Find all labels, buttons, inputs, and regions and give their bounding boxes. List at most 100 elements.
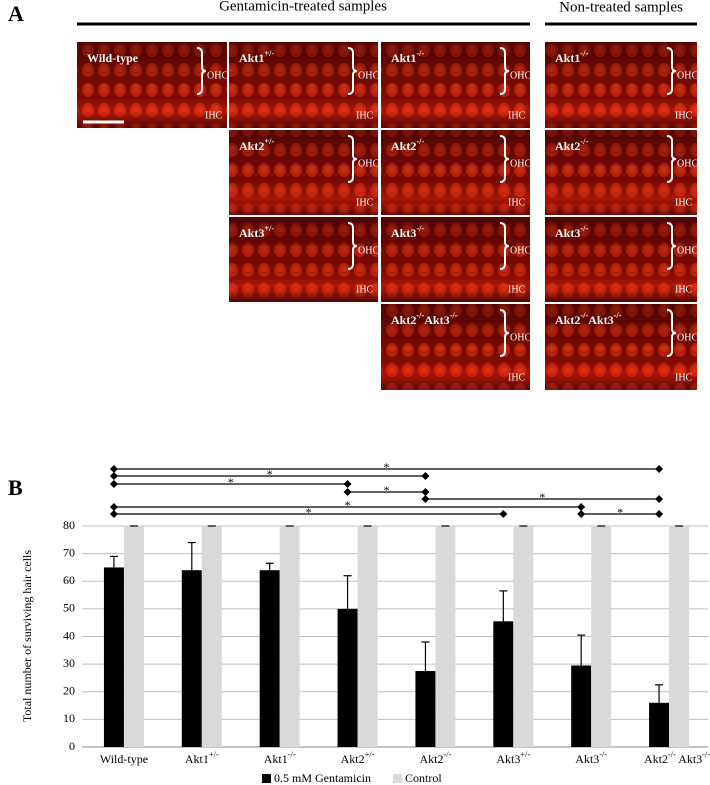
ihc-label: IHC bbox=[675, 372, 693, 383]
x-tick-label: Wild-type bbox=[100, 752, 148, 766]
y-axis-label: Total number of surviving hair cells bbox=[20, 550, 34, 722]
significance-end bbox=[655, 465, 664, 473]
ohc-bracket bbox=[347, 47, 358, 95]
ihc-label: IHC bbox=[205, 110, 223, 121]
y-tick-label: 0 bbox=[69, 739, 75, 753]
ohc-bracket bbox=[666, 135, 677, 183]
genotype-label: Akt2-/- bbox=[391, 137, 424, 153]
significance-end bbox=[655, 510, 664, 518]
significance-end bbox=[109, 510, 118, 518]
genotype-label: Akt2-/- bbox=[555, 137, 588, 153]
bar bbox=[435, 526, 456, 747]
ohc-label: OHC bbox=[677, 245, 698, 256]
y-tick-label: 80 bbox=[63, 518, 75, 532]
significance-end bbox=[421, 495, 430, 503]
y-tick-label: 30 bbox=[63, 656, 75, 670]
y-tick-label: 50 bbox=[63, 601, 75, 615]
x-tick-label: Akt2-/- bbox=[419, 750, 451, 766]
ohc-label: OHC bbox=[677, 332, 698, 343]
significance-end bbox=[499, 510, 508, 518]
ihc-label: IHC bbox=[356, 197, 374, 208]
bar bbox=[279, 526, 300, 747]
ihc-label: IHC bbox=[508, 284, 526, 295]
ohc-bracket bbox=[196, 47, 207, 95]
x-tick-label: Akt3-/- bbox=[575, 750, 607, 766]
significance-label: * bbox=[267, 467, 273, 481]
significance-end bbox=[109, 480, 118, 488]
error-bar bbox=[421, 641, 430, 672]
ihc-label: IHC bbox=[356, 110, 374, 121]
genotype-label: Akt2-/-Akt3-/- bbox=[555, 311, 622, 327]
y-tick-label: 20 bbox=[63, 684, 75, 698]
ohc-bracket bbox=[666, 47, 677, 95]
group-header: Non-treated samples bbox=[559, 0, 683, 15]
significance-end bbox=[109, 465, 118, 473]
bar bbox=[513, 526, 534, 747]
ihc-label: IHC bbox=[675, 110, 693, 121]
significance-end bbox=[577, 503, 586, 511]
ihc-label: IHC bbox=[508, 110, 526, 121]
significance-end bbox=[109, 503, 118, 511]
ohc-bracket bbox=[666, 222, 677, 270]
ohc-bracket bbox=[499, 222, 510, 270]
error-bar bbox=[187, 541, 196, 571]
ohc-bracket bbox=[499, 309, 510, 357]
bar bbox=[123, 526, 144, 747]
significance-label: * bbox=[345, 498, 351, 512]
error-bar bbox=[655, 684, 664, 703]
significance-end bbox=[421, 472, 430, 480]
bar bbox=[415, 671, 436, 747]
error-bar bbox=[265, 562, 274, 571]
panel-label: A bbox=[8, 1, 24, 26]
ohc-label: OHC bbox=[510, 158, 531, 169]
ohc-label: OHC bbox=[358, 158, 379, 169]
ohc-label: OHC bbox=[358, 245, 379, 256]
bar bbox=[669, 526, 690, 747]
ihc-label: IHC bbox=[675, 197, 693, 208]
ohc-label: OHC bbox=[358, 70, 379, 81]
bar bbox=[591, 526, 612, 747]
bar bbox=[181, 570, 202, 747]
bar bbox=[571, 665, 592, 747]
bar bbox=[337, 608, 358, 747]
genotype-label: Wild-type bbox=[87, 51, 139, 65]
x-tick-label: Akt2+/- bbox=[341, 750, 375, 766]
bar bbox=[103, 567, 124, 747]
genotype-label: Akt1+/- bbox=[239, 49, 274, 65]
genotype-label: Akt3+/- bbox=[239, 224, 274, 240]
error-bar bbox=[499, 590, 508, 622]
bar bbox=[493, 621, 514, 747]
significance-end bbox=[343, 480, 352, 488]
significance-label: * bbox=[228, 475, 234, 489]
significance-label: * bbox=[384, 483, 390, 497]
ohc-bracket bbox=[347, 222, 358, 270]
ihc-label: IHC bbox=[508, 372, 526, 383]
significance-label: * bbox=[384, 460, 390, 474]
significance-end bbox=[655, 495, 664, 503]
error-bar bbox=[577, 634, 586, 666]
group-header: Gentamicin-treated samples bbox=[219, 0, 387, 14]
legend-swatch bbox=[392, 774, 402, 783]
panel-label: B bbox=[8, 475, 23, 500]
ihc-label: IHC bbox=[508, 197, 526, 208]
bar bbox=[259, 570, 280, 747]
legend-label: Control bbox=[405, 771, 442, 785]
ohc-bracket bbox=[666, 309, 677, 357]
ohc-label: OHC bbox=[677, 70, 698, 81]
ohc-label: OHC bbox=[677, 158, 698, 169]
x-tick-label: Akt1+/- bbox=[185, 750, 219, 766]
x-tick-label: Akt3+/- bbox=[496, 750, 530, 766]
y-tick-label: 60 bbox=[63, 573, 75, 587]
ohc-label: OHC bbox=[510, 70, 531, 81]
genotype-label: Akt1-/- bbox=[391, 49, 424, 65]
significance-end bbox=[109, 472, 118, 480]
legend-label: 0.5 mM Gentamicin bbox=[274, 771, 371, 785]
ohc-label: OHC bbox=[510, 245, 531, 256]
significance-label: * bbox=[306, 505, 312, 519]
ohc-label: OHC bbox=[207, 70, 228, 81]
ohc-label: OHC bbox=[510, 332, 531, 343]
x-tick-label: Akt2-/- Akt3-/- bbox=[644, 750, 710, 766]
error-bar bbox=[343, 575, 352, 609]
genotype-label: Akt1-/- bbox=[555, 49, 588, 65]
